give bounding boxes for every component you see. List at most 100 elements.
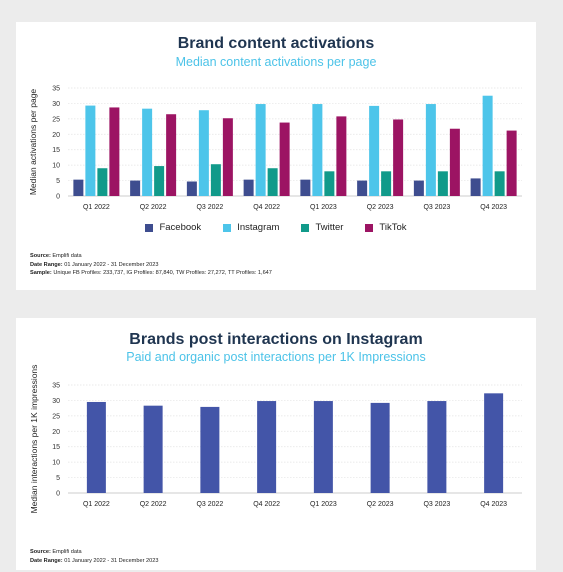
x-tick-label: Q3 2022 — [196, 204, 223, 211]
sample-note: Sample: Unique FB Profiles: 233,737, IG … — [30, 270, 272, 276]
x-tick-label: Q2 2022 — [140, 501, 167, 508]
activations-bar-tiktok — [222, 118, 233, 196]
activations-bar-twitter — [381, 171, 392, 196]
x-tick-label: Q2 2023 — [367, 204, 394, 211]
y-tick-label: 30 — [52, 101, 60, 108]
activations-bar-instagram — [198, 110, 209, 196]
activations-bar-tiktok — [449, 128, 460, 196]
y-tick-label: 20 — [52, 132, 60, 139]
legend-swatch — [223, 223, 232, 232]
legend-item: Instagram — [223, 222, 279, 233]
activations-bar-facebook — [73, 179, 84, 196]
x-tick-label: Q1 2022 — [83, 501, 110, 508]
chart-card-instagram-interactions: Brands post interactions on Instagram Pa… — [16, 318, 536, 570]
activations-bar-instagram — [255, 104, 266, 196]
chart-title: Brands post interactions on Instagram — [129, 331, 423, 348]
activations-bar-instagram — [482, 95, 493, 196]
chart-notes: Source: Emplifi data Date Range: 01 Janu… — [30, 252, 272, 278]
y-tick-label: 30 — [52, 398, 60, 405]
y-tick-label: 20 — [52, 429, 60, 436]
instagram-interactions-chart: 0 5 10 15 20 25 30 35 Median interactions per 1K… — [29, 365, 522, 514]
x-tick-label: Q2 2023 — [367, 501, 394, 508]
activations-bar-facebook — [186, 181, 197, 196]
x-tick-label: Q3 2023 — [423, 501, 450, 508]
y-tick-label: 5 — [56, 475, 60, 482]
interactions-bar-series — [86, 401, 106, 493]
legend-label: Facebook — [159, 222, 202, 233]
activations-bar-tiktok — [336, 116, 347, 196]
x-tick-label: Q2 2022 — [140, 204, 167, 211]
activations-bar-tiktok — [166, 114, 177, 196]
activations-bar-tiktok — [393, 119, 404, 196]
source-note: Source: Emplifi data — [30, 253, 82, 259]
y-tick-label: 10 — [52, 460, 60, 467]
activations-bar-instagram — [425, 104, 436, 196]
chart-subtitle: Median content activations per page — [175, 55, 377, 69]
y-tick-label: 25 — [52, 413, 60, 420]
y-tick-label: 15 — [52, 444, 60, 451]
activations-bar-tiktok — [506, 130, 517, 196]
interactions-bar-series — [484, 393, 504, 493]
legend-item: Facebook — [145, 222, 201, 233]
y-axis-label: Median interactions per 1K impressions — [29, 365, 39, 514]
date-range-note: Date Range: 01 January 2022 - 31 Decembe… — [30, 557, 159, 564]
activations-bar-twitter — [210, 164, 221, 196]
legend-item: Twitter — [301, 222, 343, 233]
x-tick-label: Q4 2022 — [253, 501, 280, 508]
activations-bar-instagram — [312, 104, 323, 196]
chart-subtitle: Paid and organic post interactions per 1… — [126, 350, 426, 364]
x-tick-label: Q4 2023 — [480, 204, 507, 211]
interactions-bar-series — [143, 405, 163, 493]
legend-swatch — [301, 223, 310, 232]
activations-bar-twitter — [267, 168, 278, 196]
activations-bar-facebook — [300, 179, 311, 196]
x-tick-label: Q3 2022 — [196, 501, 223, 508]
chart-title: Brand content activations — [177, 35, 375, 52]
chart-card-activations: Brand content activations Median content… — [16, 22, 536, 290]
activations-bar-tiktok — [109, 107, 120, 196]
activations-bar-twitter — [324, 171, 335, 196]
x-tick-label: Q1 2022 — [83, 204, 110, 211]
y-tick-label: 15 — [52, 147, 60, 154]
legend-swatch — [145, 223, 154, 232]
activations-bar-twitter — [97, 168, 108, 196]
x-tick-label: Q4 2023 — [480, 501, 507, 508]
y-tick-label: 35 — [52, 86, 60, 93]
interactions-bar-series — [257, 401, 277, 493]
x-tick-label: Q3 2023 — [423, 204, 450, 211]
legend-swatch — [365, 223, 374, 232]
legend-label: Instagram — [237, 222, 280, 233]
interactions-bar-series — [370, 402, 390, 493]
source-note: Source: Emplifi data — [30, 549, 82, 555]
legend-label: TikTok — [379, 222, 407, 233]
y-tick-label: 25 — [52, 116, 60, 123]
legend-label: Twitter — [315, 222, 344, 233]
y-tick-label: 35 — [52, 383, 60, 390]
chart-notes: Source: Emplifi data Date Range: 01 Janu… — [30, 548, 158, 565]
chart-legend: Facebook Instagram Twitter TikTok — [16, 222, 536, 233]
activations-bar-instagram — [142, 108, 153, 196]
legend-item: TikTok — [365, 222, 407, 233]
activations-bar-instagram — [369, 105, 380, 196]
y-tick-label: 10 — [52, 163, 60, 170]
activations-bar-instagram — [85, 105, 96, 196]
activations-bar-facebook — [413, 180, 424, 196]
x-tick-label: Q1 2023 — [310, 501, 337, 508]
activations-bar-facebook — [470, 178, 481, 196]
date-range-note: Date Range: 01 January 2022 - 31 Decembe… — [30, 261, 159, 268]
y-tick-label: 5 — [56, 178, 60, 185]
activations-bar-tiktok — [279, 122, 290, 196]
x-tick-label: Q1 2023 — [310, 204, 337, 211]
interactions-bar-series — [200, 406, 220, 493]
activations-bar-twitter — [437, 171, 448, 196]
x-tick-label: Q4 2022 — [253, 204, 280, 211]
activations-bar-twitter — [154, 166, 165, 196]
activations-bar-facebook — [130, 180, 141, 196]
y-tick-label: 0 — [56, 491, 60, 498]
y-axis-label: Median activations per page — [28, 89, 38, 196]
activations-bar-facebook — [243, 179, 254, 196]
activations-bar-facebook — [357, 180, 368, 196]
activations-chart: 0 5 10 15 20 25 30 35 Median activations per pag… — [28, 86, 522, 211]
activations-bar-twitter — [494, 171, 505, 196]
y-tick-label: 0 — [56, 194, 60, 201]
